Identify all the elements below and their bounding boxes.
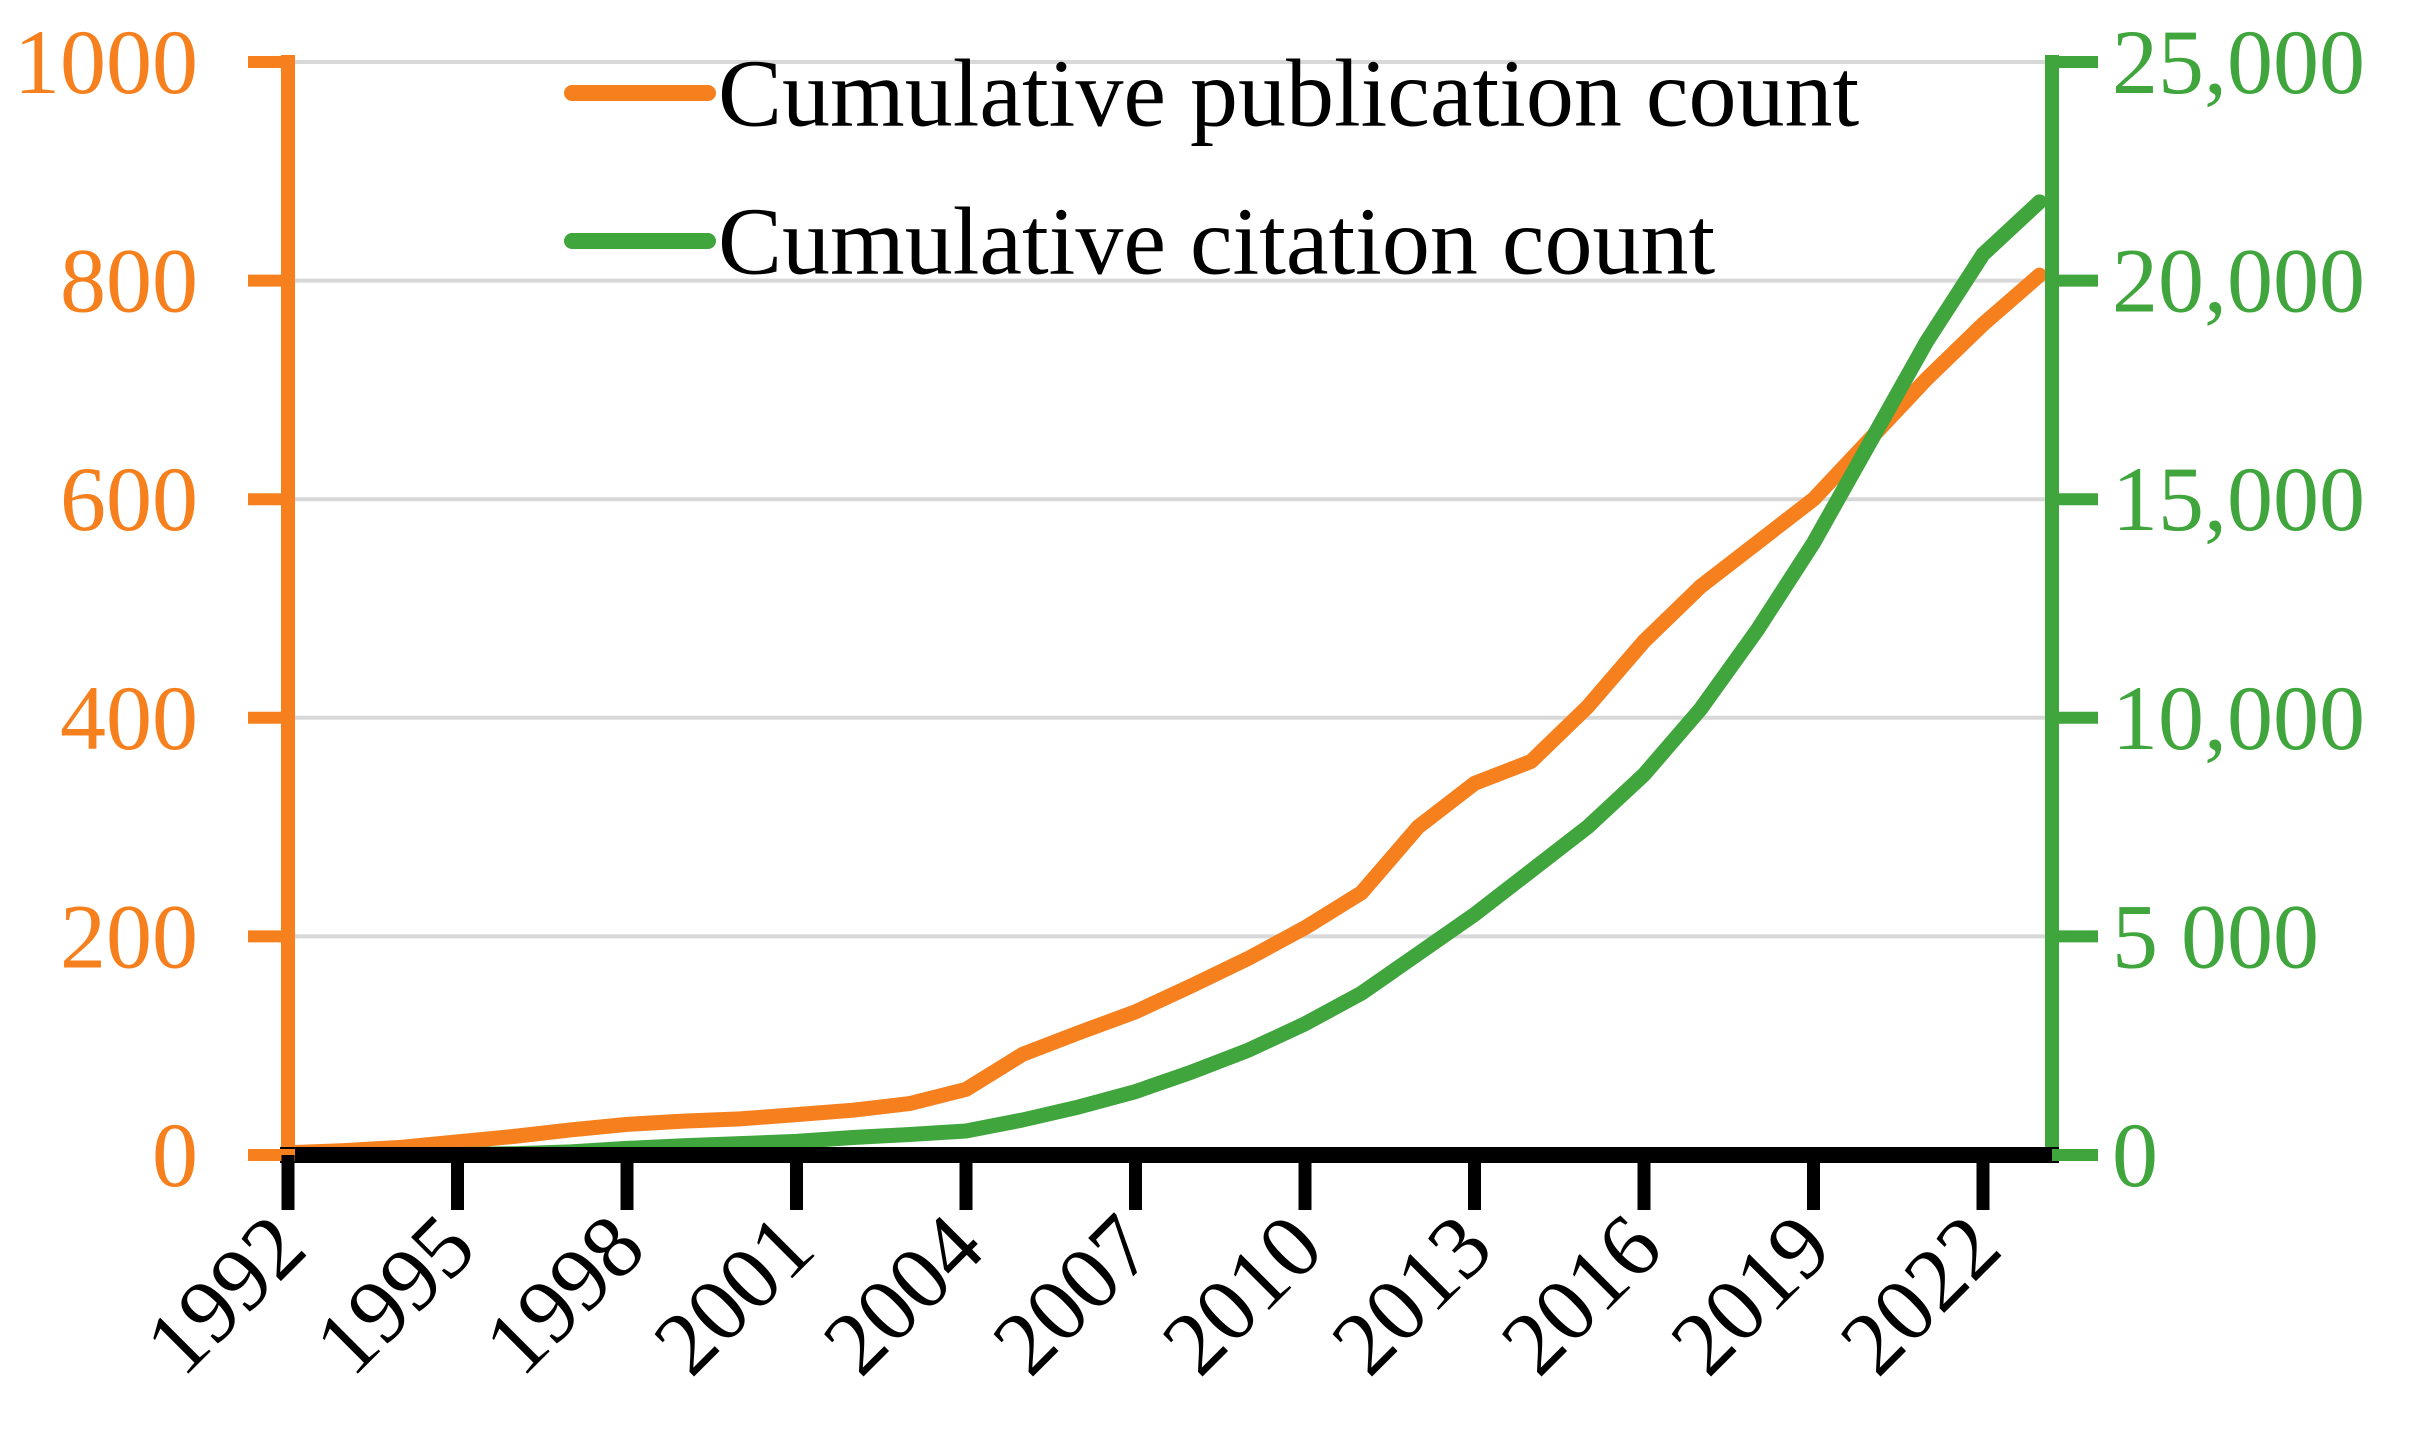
- right-axis-tick-label: 10,000: [2112, 667, 2365, 769]
- right-axis-tick-label: 25,000: [2112, 11, 2365, 113]
- legend-item-publication-count: Cumulative publication count: [564, 40, 1859, 147]
- left-axis-tick-label: 400: [60, 667, 198, 769]
- x-axis-tick-label: 2004: [805, 1196, 1002, 1393]
- legend-label-citation: Cumulative citation count: [718, 188, 1715, 295]
- left-axis-labels: 0 200 400 600 800 1000: [14, 11, 198, 1206]
- x-axis-tick-label: 2022: [1822, 1196, 2019, 1393]
- citation-count-line: [280, 194, 2047, 1163]
- right-axis-labels: 0 5 000 10,000 15,000 20,000 25,000: [2112, 11, 2365, 1206]
- left-axis-tick-label: 800: [60, 230, 198, 332]
- left-axis-ticks: [248, 56, 295, 1161]
- x-axis-tick-label: 1992: [127, 1196, 324, 1393]
- left-axis-tick-label: 200: [60, 885, 198, 987]
- x-axis-tick-label: 2019: [1652, 1196, 1849, 1393]
- left-axis-tick-label: 600: [60, 448, 198, 550]
- x-axis-ticks: [281, 1155, 1990, 1210]
- x-axis-labels: 1992199519982001200420072010201320162019…: [127, 1196, 2019, 1393]
- right-axis-tick-label: 15,000: [2112, 448, 2365, 550]
- right-axis-tick-label: 0: [2112, 1104, 2158, 1206]
- right-axis-tick-label: 5 000: [2112, 885, 2319, 987]
- axes: [280, 55, 2059, 1163]
- publication-count-line: [280, 267, 2047, 1161]
- x-axis-tick-label: 2013: [1313, 1196, 1510, 1393]
- x-axis-tick-label: 2016: [1483, 1196, 1680, 1393]
- legend: Cumulative publication count Cumulative …: [564, 40, 1859, 295]
- legend-label-publication: Cumulative publication count: [718, 40, 1859, 147]
- left-axis-tick-label: 1000: [14, 11, 198, 113]
- x-axis-tick-label: 2007: [974, 1196, 1171, 1393]
- right-axis-tick-label: 20,000: [2112, 230, 2365, 332]
- x-axis-tick-label: 1995: [296, 1196, 493, 1393]
- x-axis-tick-label: 2010: [1144, 1196, 1341, 1393]
- data-series: [280, 194, 2047, 1163]
- gridlines: [288, 60, 2052, 939]
- x-axis-tick-label: 1998: [466, 1196, 663, 1393]
- left-axis-tick-label: 0: [152, 1104, 198, 1206]
- x-axis-tick-label: 2001: [635, 1196, 832, 1393]
- legend-item-citation-count: Cumulative citation count: [564, 188, 1715, 295]
- right-axis-ticks: [2052, 56, 2098, 1161]
